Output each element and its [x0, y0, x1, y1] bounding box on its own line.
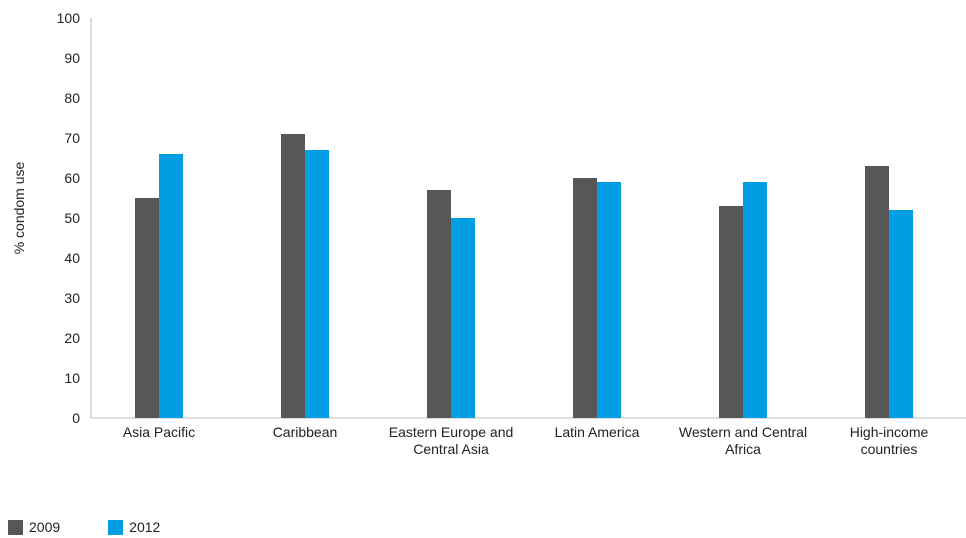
category-label: Eastern Europe and Central Asia	[389, 424, 514, 457]
y-tick-label: 50	[64, 210, 80, 226]
legend-label-2009: 2009	[29, 519, 61, 535]
bar-2012	[889, 210, 913, 418]
category-label: Asia Pacific	[123, 424, 195, 440]
y-tick-label: 20	[64, 330, 80, 346]
bar-2012	[305, 150, 329, 418]
bar-2012	[451, 218, 475, 418]
y-tick-label: 100	[57, 10, 81, 26]
bar-chart: 0 10 20 30 40 50 60 70 80 90 100 Asia Pacific Carib…	[11, 10, 966, 457]
legend: 2009 2012	[8, 519, 160, 535]
y-tick-label: 10	[64, 370, 80, 386]
legend-item-2009: 2009	[8, 519, 60, 535]
legend-label-2012: 2012	[129, 519, 161, 535]
y-tick-label: 80	[64, 90, 80, 106]
legend-item-2012: 2012	[108, 519, 160, 535]
y-tick-label: 0	[72, 410, 80, 426]
bar-2012	[743, 182, 767, 418]
y-tick-label: 70	[64, 130, 80, 146]
bar-2012	[159, 154, 183, 418]
bar-2009	[719, 206, 743, 418]
y-tick-label: 30	[64, 290, 80, 306]
bar-2009	[573, 178, 597, 418]
bar-2009	[281, 134, 305, 418]
bar-2012	[597, 182, 621, 418]
bar-2009	[427, 190, 451, 418]
category-label: Caribbean	[273, 424, 338, 440]
legend-swatch-2012	[108, 519, 124, 535]
legend-swatch-2009	[8, 519, 23, 535]
bar-2009	[865, 166, 889, 418]
bars	[135, 134, 913, 418]
bar-2009	[135, 198, 159, 418]
category-label: High-income countries	[850, 424, 929, 457]
y-axis-label: % condom use	[11, 161, 27, 254]
y-tick-label: 60	[64, 170, 80, 186]
y-tick-label: 90	[64, 50, 80, 66]
category-label: Western and Central Africa	[679, 424, 807, 457]
category-labels: Asia Pacific Caribbean Eastern Europe and C…	[123, 424, 929, 457]
category-label: Latin America	[555, 424, 640, 440]
y-tick-label: 40	[64, 250, 80, 266]
y-tick-labels: 0 10 20 30 40 50 60 70 80 90 100	[57, 10, 81, 426]
